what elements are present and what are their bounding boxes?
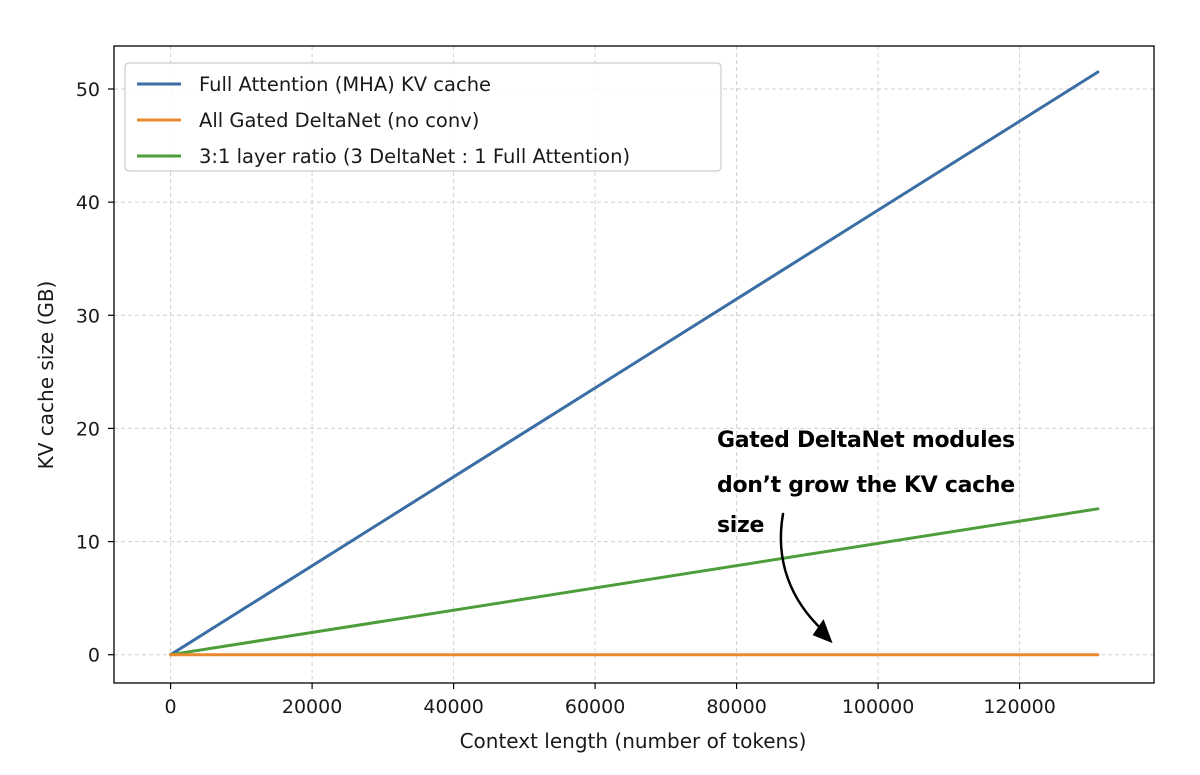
- x-tick-label: 80000: [706, 696, 766, 718]
- x-tick-label: 0: [165, 696, 177, 718]
- series-lines: [169, 70, 1100, 657]
- legend-label: 3:1 layer ratio (3 DeltaNet : 1 Full Att…: [199, 145, 630, 168]
- y-tick-label: 10: [76, 532, 100, 554]
- x-tick-label: 40000: [423, 696, 483, 718]
- horizontal-gridlines: [114, 88, 1154, 656]
- x-tick-label: 60000: [565, 696, 625, 718]
- y-tick-label: 30: [76, 305, 100, 327]
- y-tick-label: 20: [76, 418, 100, 440]
- annotation-line-1: Gated DeltaNet modules: [717, 428, 1015, 453]
- annotation-arrowhead: [812, 619, 833, 644]
- y-tick-label: 40: [76, 192, 100, 214]
- annotation-line-2: don’t grow the KV cache: [717, 473, 1015, 498]
- x-tick-label: 100000: [842, 696, 915, 718]
- y-tick-label: 50: [76, 79, 100, 101]
- x-tick-label: 20000: [282, 696, 342, 718]
- annotation-arrow: [779, 512, 825, 633]
- annotation-line-3: size: [717, 513, 764, 538]
- y-axis-label: KV cache size (GB): [34, 281, 58, 470]
- series-line: [169, 70, 1100, 657]
- series-line: [169, 507, 1100, 657]
- x-axis-ticks: 0 20000 40000 60000 80000 100000 120000: [165, 683, 1056, 718]
- legend-label: All Gated DeltaNet (no conv): [199, 109, 479, 132]
- y-tick-label: 0: [88, 645, 100, 667]
- y-axis-ticks: 0 10 20 30 40 50: [76, 79, 114, 667]
- plot-frame: [113, 45, 1155, 684]
- x-axis-label: Context length (number of tokens): [460, 729, 807, 753]
- legend-box: [124, 62, 722, 172]
- legend-label: Full Attention (MHA) KV cache: [199, 73, 491, 96]
- legend: Full Attention (MHA) KV cache All Gated D…: [124, 62, 722, 172]
- x-tick-label: 120000: [983, 696, 1056, 718]
- annotation: Gated DeltaNet modules don’t grow the KV…: [717, 428, 1015, 644]
